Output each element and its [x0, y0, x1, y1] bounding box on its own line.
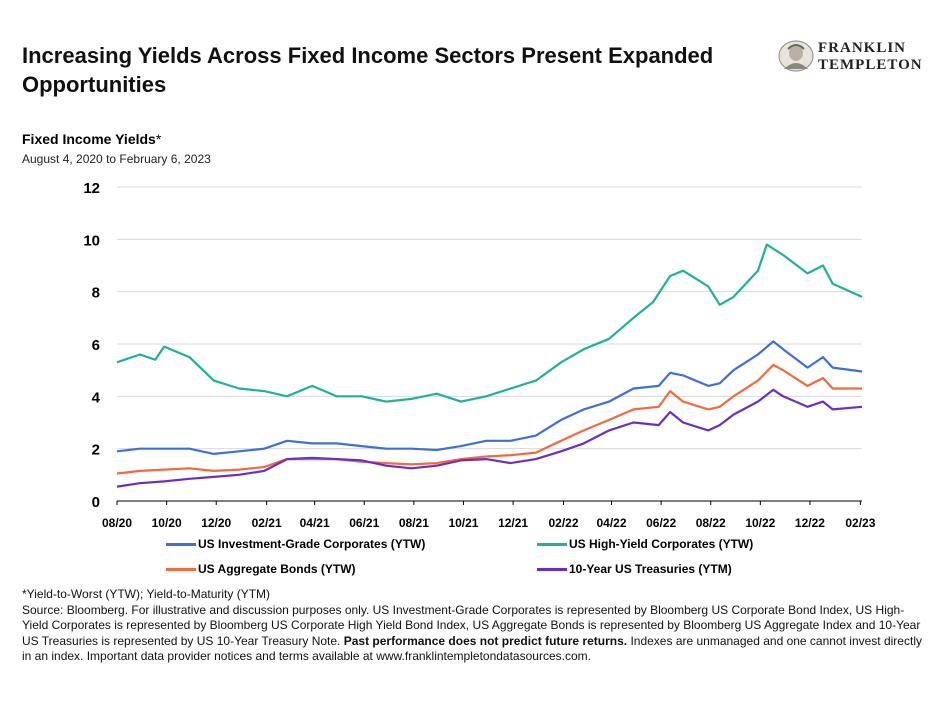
x-tick-label: 12/22 [795, 516, 825, 530]
x-tick-label: 12/20 [201, 516, 231, 530]
page-headline: Increasing Yields Across Fixed Income Se… [22, 43, 714, 97]
legend-label: US Investment-Grade Corporates (YTW) [198, 537, 426, 551]
x-tick-label: 10/20 [152, 516, 182, 530]
x-tick-label: 02/22 [548, 516, 578, 530]
chart-title-marker: * [155, 131, 162, 147]
x-tick-label: 10/22 [745, 516, 775, 530]
franklin-portrait-icon [778, 40, 814, 72]
footnote-disclaimer: Past performance does not predict future… [343, 633, 628, 648]
legend-item-10yr-treasuries: 10-Year US Treasuries (YTM) [537, 562, 732, 576]
series-line-0 [116, 340, 863, 455]
footnote-definitions: *Yield-to-Worst (YTW); Yield-to-Maturity… [22, 587, 271, 601]
series-line-2 [116, 363, 862, 475]
footnote-source: Source: Bloomberg. For illustrative and … [22, 603, 927, 665]
x-tick-label: 08/21 [399, 516, 429, 530]
x-tick-label: 02/21 [252, 516, 282, 530]
x-tick-label: 04/22 [596, 516, 626, 530]
legend-swatch [166, 542, 196, 546]
footnote-source-text: Source: Bloomberg. For illustrative and … [22, 602, 921, 648]
x-axis-ticks: 08/20 10/20 12/20 02/21 04/21 06/21 08/21 10/21… [102, 501, 876, 530]
legend-swatch [537, 567, 567, 571]
y-tick-label: 12 [83, 180, 100, 197]
legend-item-ig-corporates: US Investment-Grade Corporates (YTW) [166, 537, 425, 551]
series-line-3 [116, 388, 863, 488]
y-tick-label: 10 [83, 232, 100, 249]
brand-line-2: TEMPLETON [818, 57, 923, 73]
x-tick-label: 08/20 [102, 516, 132, 530]
x-tick-label: 08/22 [696, 516, 726, 530]
grid-lines [117, 186, 862, 502]
x-tick-label: 06/22 [646, 516, 676, 530]
legend-label: 10-Year US Treasuries (YTM) [569, 562, 732, 576]
y-tick-label: 8 [92, 285, 100, 302]
legend-label: US High-Yield Corporates (YTW) [569, 537, 754, 551]
x-tick-label: 04/21 [300, 516, 330, 530]
chart-title: Fixed Income Yields* [22, 131, 161, 147]
footnote-tail: Indexes are unmanaged and one cannot inv… [22, 633, 922, 664]
x-tick-label: 02/23 [845, 516, 875, 530]
legend-label: US Aggregate Bonds (YTW) [198, 562, 356, 576]
footnote: *Yield-to-Worst (YTW); Yield-to-Maturity… [22, 587, 927, 665]
y-tick-label: 0 [92, 494, 100, 511]
legend-swatch [537, 542, 567, 546]
legend-swatch [166, 567, 196, 571]
legend-item-hy-corporates: US High-Yield Corporates (YTW) [537, 537, 753, 551]
franklin-templeton-logo: FRANKLIN TEMPLETON [776, 39, 936, 79]
y-tick-label: 6 [92, 337, 100, 354]
series-lines [116, 243, 863, 488]
y-axis-ticks: 0 2 4 6 8 10 12 [83, 180, 100, 511]
chart-title-text: Fixed Income Yields [22, 131, 156, 147]
yield-line-chart: 0 2 4 6 8 10 12 08/20 10/20 12/20 02/21 04/21 06/21… [83, 180, 876, 530]
x-tick-label: 10/21 [448, 516, 478, 530]
chart-date-range: August 4, 2020 to February 6, 2023 [22, 152, 211, 166]
x-tick-label: 12/21 [498, 516, 528, 530]
series-line-1 [116, 243, 863, 403]
x-tick-label: 06/21 [349, 516, 379, 530]
y-tick-label: 4 [92, 389, 101, 406]
brand-line-1: FRANKLIN [818, 40, 907, 56]
legend-item-aggregate-bonds: US Aggregate Bonds (YTW) [166, 562, 356, 576]
y-tick-label: 2 [92, 442, 100, 459]
